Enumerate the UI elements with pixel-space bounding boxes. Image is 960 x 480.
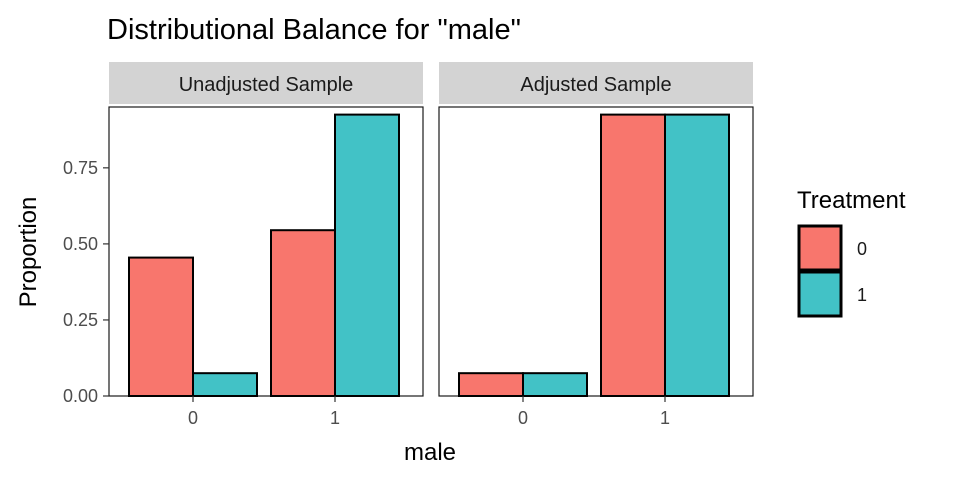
y-tick-label: 0.50 [63,234,98,254]
bars-adjusted [458,113,730,398]
legend: Treatment 01 [797,187,906,318]
y-tick-label: 0.25 [63,310,98,330]
y-axis: 0.00 0.25 0.50 0.75 [63,158,109,406]
strip-unadjusted [109,62,423,104]
bar-unadjusted-male0-treatment1 [192,372,258,397]
legend-title: Treatment [797,187,906,214]
legend-key-0 [797,224,843,272]
bar-unadjusted-male0-treatment0 [128,256,194,397]
bar-adjusted-male0-treatment0 [458,372,524,397]
legend-label-1: 1 [857,285,867,305]
y-tick-label: 0.00 [63,386,98,406]
strip-label-unadjusted: Unadjusted Sample [179,74,354,96]
bars-unadjusted [128,113,400,398]
x-tick-label: 0 [188,408,198,428]
x-tick-label: 0 [518,408,528,428]
panel-adjusted: Adjusted Sample [438,62,754,398]
y-tick-label: 0.75 [63,158,98,178]
chart-title: Distributional Balance for "male" [107,14,521,46]
bar-adjusted-male1-treatment1 [664,113,730,398]
x-axis-title: male [404,439,456,466]
bar-unadjusted-male1-treatment1 [334,113,400,398]
panel-unadjusted: Unadjusted Sample [108,62,424,398]
bar-adjusted-male1-treatment0 [600,113,666,398]
legend-label-0: 0 [857,239,867,259]
strip-label-adjusted: Adjusted Sample [520,74,671,96]
strip-adjusted [439,62,753,104]
legend-items: 01 [797,224,867,318]
x-tick-label: 1 [330,408,340,428]
x-tick-label: 1 [660,408,670,428]
legend-key-1 [797,270,843,318]
y-axis-title: Proportion [15,197,42,308]
x-axis: 0 1 0 1 [188,396,670,428]
bar-unadjusted-male1-treatment0 [270,229,336,397]
bar-adjusted-male0-treatment1 [522,372,588,397]
